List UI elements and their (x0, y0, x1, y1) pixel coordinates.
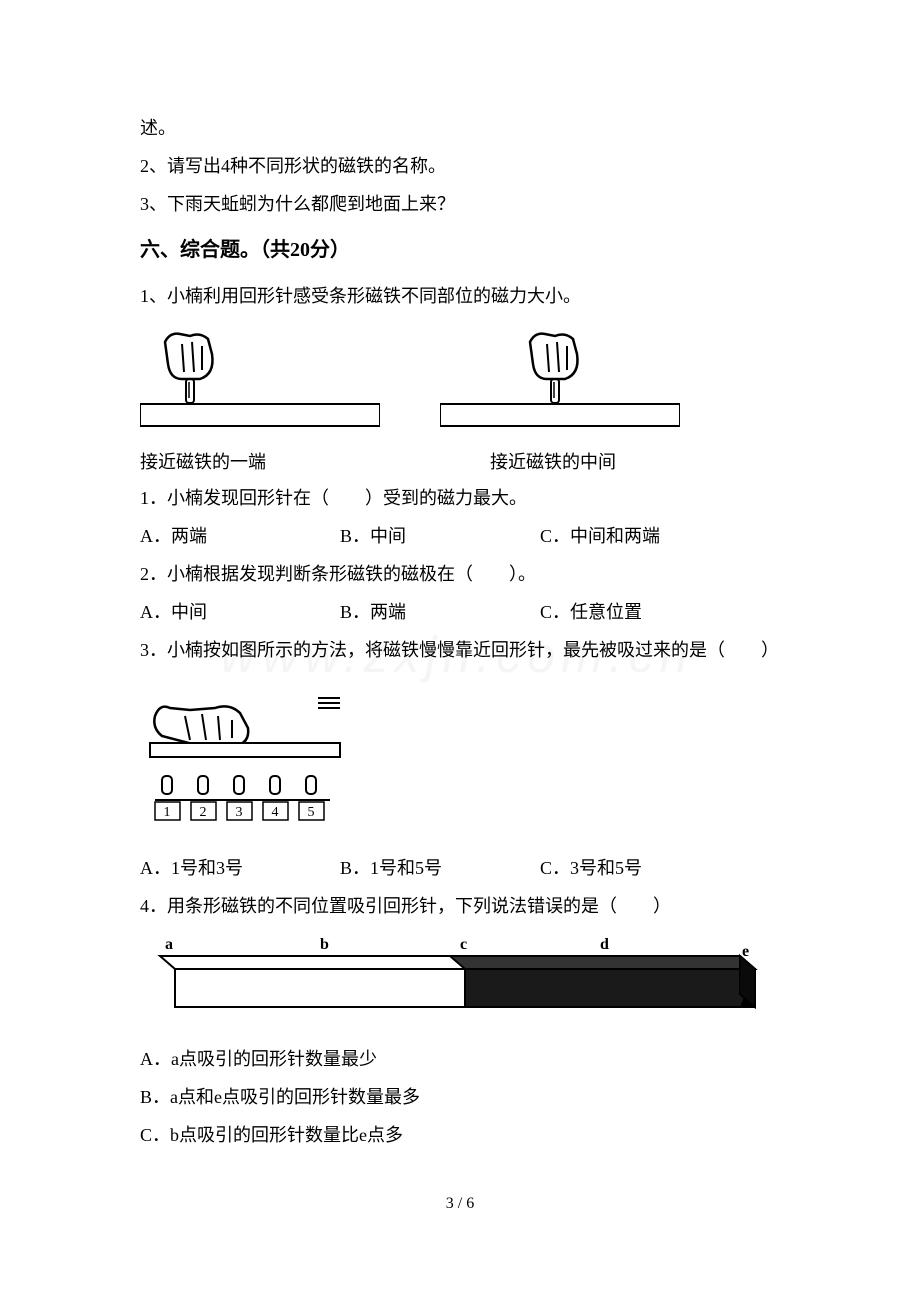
fig4-label-b: b (320, 936, 329, 953)
figure-left (140, 324, 380, 434)
question-text: 4．用条形磁铁的不同位置吸引回形针，下列说法错误的是（ ） (140, 888, 780, 924)
text-line: 述。 (140, 110, 780, 146)
figure-right (440, 324, 680, 434)
fig3-label-1: 1 (164, 805, 171, 820)
figure-4: a b c d e (140, 934, 780, 1031)
figure-3: 1 2 3 4 5 (140, 678, 780, 840)
option-line: B．a点和e点吸引的回形针数量最多 (140, 1079, 780, 1115)
question-text: 3．小楠按如图所示的方法，将磁铁慢慢靠近回形针，最先被吸过来的是（ ） (140, 632, 780, 668)
page-content: 述。 2、请写出4种不同形状的磁铁的名称。 3、下雨天蚯蚓为什么都爬到地面上来？… (140, 110, 780, 1220)
caption-left: 接近磁铁的一端 (140, 444, 490, 480)
option-row: A．1号和3号 B．1号和5号 C．3号和5号 (140, 850, 780, 886)
figure-row (140, 324, 780, 434)
option-c: C．3号和5号 (540, 850, 780, 886)
option-line: C．b点吸引的回形针数量比e点多 (140, 1117, 780, 1153)
caption-row: 接近磁铁的一端 接近磁铁的中间 (140, 444, 780, 480)
fig3-label-4: 4 (272, 805, 279, 820)
option-a: A．1号和3号 (140, 850, 340, 886)
text-line: 3、下雨天蚯蚓为什么都爬到地面上来？ (140, 186, 780, 222)
fig4-label-d: d (600, 936, 609, 953)
fig3-label-3: 3 (236, 805, 243, 820)
option-b: B．中间 (340, 518, 540, 554)
option-c: C．任意位置 (540, 594, 780, 630)
option-b: B．1号和5号 (340, 850, 540, 886)
fig3-label-5: 5 (308, 805, 315, 820)
option-c: C．中间和两端 (540, 518, 780, 554)
text-line: 2、请写出4种不同形状的磁铁的名称。 (140, 148, 780, 184)
option-b: B．两端 (340, 594, 540, 630)
text-line: 1、小楠利用回形针感受条形磁铁不同部位的磁力大小。 (140, 278, 780, 314)
option-row: A．中间 B．两端 C．任意位置 (140, 594, 780, 630)
fig4-label-c: c (460, 936, 467, 953)
option-row: A．两端 B．中间 C．中间和两端 (140, 518, 780, 554)
question-text: 1．小楠发现回形针在（ ）受到的磁力最大。 (140, 480, 780, 516)
option-a: A．两端 (140, 518, 340, 554)
question-text: 2．小楠根据发现判断条形磁铁的磁极在（ ）。 (140, 556, 780, 592)
option-a: A．中间 (140, 594, 340, 630)
option-line: A．a点吸引的回形针数量最少 (140, 1041, 780, 1077)
fig3-label-2: 2 (200, 805, 207, 820)
page-number: 3 / 6 (140, 1188, 780, 1220)
caption-right: 接近磁铁的中间 (490, 444, 780, 480)
section-heading: 六、综合题。（共20分） (140, 230, 780, 270)
fig4-label-a: a (165, 936, 173, 953)
